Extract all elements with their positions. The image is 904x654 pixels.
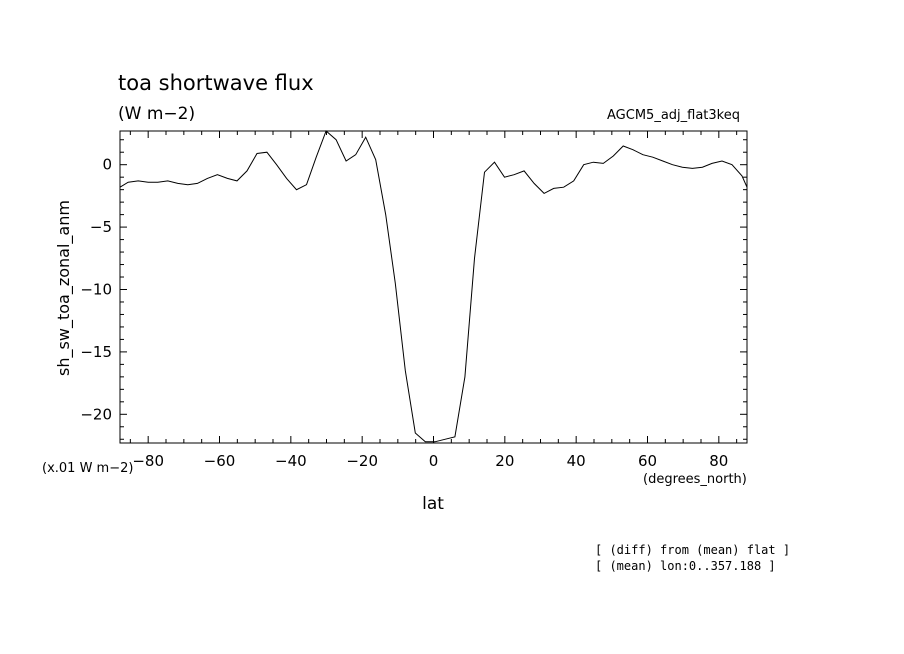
x-tick-label: 80 [709, 452, 728, 470]
y-tick-label: −15 [80, 343, 112, 361]
y-tick-label: 0 [102, 156, 112, 174]
x-tick-label: 60 [638, 452, 657, 470]
dataset-label: AGCM5_adj_flat3keq [607, 108, 740, 123]
y-tick-label: −10 [80, 280, 112, 298]
note-mean: [ (mean) lon:0..357.188 ] [595, 559, 776, 573]
x-tick-label: −20 [346, 452, 378, 470]
x-tick-label: 20 [495, 452, 514, 470]
x-tick-label: −80 [132, 452, 164, 470]
y-tick-label: −20 [80, 405, 112, 423]
y-axis-label: sh_sw_toa_zonal_anm [54, 200, 74, 376]
axis-ticks [120, 131, 747, 443]
chart-title: toa shortwave flux [118, 71, 314, 95]
y-tick-labels: 0 −5 −10 −15 −20 [80, 156, 112, 424]
chart-units: (W m−2) [118, 104, 195, 124]
y-scale-note: (x.01 W m−2) [42, 461, 133, 476]
x-tick-labels: −80 −60 −40 −20 0 20 40 60 80 [132, 452, 728, 470]
x-axis-label: lat [422, 494, 444, 514]
note-diff: [ (diff) from (mean) flat ] [595, 543, 790, 557]
x-units-label: (degrees_north) [643, 472, 747, 487]
x-tick-label: −40 [275, 452, 307, 470]
series-line [119, 130, 748, 443]
x-tick-label: 0 [429, 452, 439, 470]
y-tick-label: −5 [90, 218, 112, 236]
x-tick-label: 40 [567, 452, 586, 470]
plot-frame [119, 130, 748, 444]
x-tick-label: −60 [204, 452, 236, 470]
